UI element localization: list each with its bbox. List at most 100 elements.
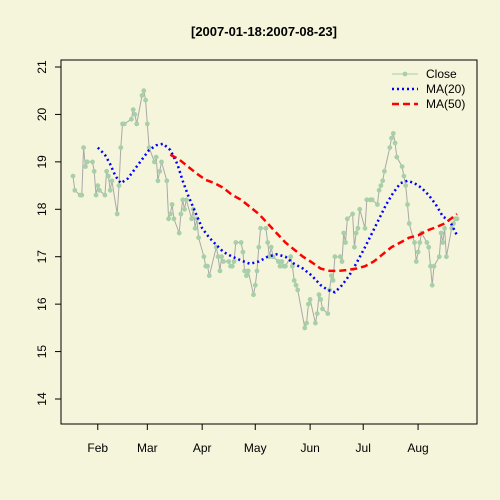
close-data-point <box>320 306 325 312</box>
close-data-point <box>164 178 170 184</box>
plot-frame <box>60 59 478 425</box>
y-tick-label: 15 <box>35 345 49 359</box>
close-data-point <box>219 254 225 260</box>
close-data-point <box>332 254 338 260</box>
close-data-point <box>306 301 311 307</box>
close-data-point <box>159 159 164 165</box>
close-data-point <box>196 235 202 241</box>
close-data-point <box>263 225 269 231</box>
close-data-point <box>146 145 152 151</box>
close-data-point <box>436 254 442 260</box>
close-data-point <box>415 249 421 255</box>
ma50-series-line <box>169 153 458 273</box>
close-data-point <box>171 216 177 222</box>
close-data-point <box>182 206 187 212</box>
close-data-point <box>109 178 115 184</box>
close-data-point <box>183 197 189 203</box>
legend-close-label: Close <box>426 67 457 81</box>
close-data-point <box>106 173 111 179</box>
close-data-point <box>102 192 108 198</box>
close-data-point <box>258 225 263 231</box>
close-data-point <box>129 116 134 122</box>
close-data-point <box>295 287 301 293</box>
close-data-point <box>83 164 88 170</box>
close-data-point <box>337 254 343 260</box>
close-data-point <box>387 145 393 151</box>
close-data-point <box>81 145 86 151</box>
close-data-point <box>155 178 161 184</box>
close-data-point <box>152 159 157 165</box>
close-data-point <box>412 240 417 245</box>
close-data-point <box>325 311 331 316</box>
close-data-point <box>79 192 85 198</box>
series-layer <box>70 88 460 331</box>
close-data-point <box>180 197 186 203</box>
close-data-point <box>375 202 380 207</box>
legend-ma50-label: MA(50) <box>426 97 465 111</box>
y-tick-label: 19 <box>35 155 49 169</box>
close-data-point <box>355 225 361 231</box>
close-data-point <box>143 97 149 103</box>
close-data-point <box>329 273 334 279</box>
x-tick-label: Jul <box>356 441 371 455</box>
x-tick-label: Jun <box>300 441 319 455</box>
close-data-point <box>352 244 357 250</box>
close-data-point <box>364 197 370 203</box>
close-data-point <box>84 159 90 165</box>
close-data-point <box>275 259 281 264</box>
close-data-point <box>399 164 405 170</box>
close-data-point <box>341 230 347 236</box>
close-data-point <box>121 121 127 127</box>
close-data-point <box>389 135 394 141</box>
close-data-point <box>169 202 175 207</box>
close-data-point <box>390 131 396 136</box>
close-data-point <box>362 225 368 231</box>
close-data-point <box>316 292 322 298</box>
close-data-point <box>217 268 223 274</box>
close-data-point <box>454 216 460 222</box>
y-tick-label: 21 <box>35 60 49 74</box>
close-data-point <box>304 320 309 326</box>
close-data-point <box>167 211 173 217</box>
close-data-point <box>118 145 124 151</box>
close-data-point <box>406 221 412 226</box>
close-data-point <box>394 154 400 160</box>
close-data-point <box>252 282 258 288</box>
close-data-point <box>392 140 398 146</box>
close-data-point <box>283 263 288 269</box>
close-data-point <box>130 107 136 113</box>
close-data-point <box>95 183 101 189</box>
y-axis: 14 15 16 17 18 19 20 21 <box>35 60 61 406</box>
close-data-point <box>141 88 147 94</box>
close-data-point <box>431 263 437 269</box>
x-tick-label: Aug <box>407 441 428 455</box>
close-data-point <box>291 278 297 283</box>
x-axis: Feb Mar Apr May Jun Jul Aug <box>87 424 429 455</box>
close-data-point <box>144 121 150 127</box>
close-data-point <box>176 230 182 236</box>
close-data-point <box>114 211 120 217</box>
close-data-point <box>178 211 184 217</box>
close-data-point <box>438 230 444 236</box>
close-data-point <box>97 187 102 193</box>
close-data-point <box>226 259 232 264</box>
close-data-point <box>104 168 109 174</box>
y-tick-label: 18 <box>35 202 49 216</box>
close-data-point <box>231 259 237 264</box>
x-tick-label: Feb <box>87 441 108 455</box>
close-data-point <box>290 263 295 269</box>
close-data-point <box>382 168 387 174</box>
close-data-point <box>426 244 432 250</box>
close-data-point <box>344 216 350 222</box>
close-data-point <box>70 173 76 179</box>
y-tick-label: 16 <box>35 297 49 311</box>
close-data-point <box>357 206 363 212</box>
close-data-point <box>205 263 210 269</box>
close-data-point <box>267 254 272 260</box>
chart-title: [2007-01-18:2007-08-23] <box>191 24 337 39</box>
close-data-point <box>139 93 145 98</box>
close-data-point <box>244 273 249 279</box>
close-data-point <box>166 216 172 222</box>
close-data-point <box>107 187 113 193</box>
close-data-point <box>339 259 345 264</box>
